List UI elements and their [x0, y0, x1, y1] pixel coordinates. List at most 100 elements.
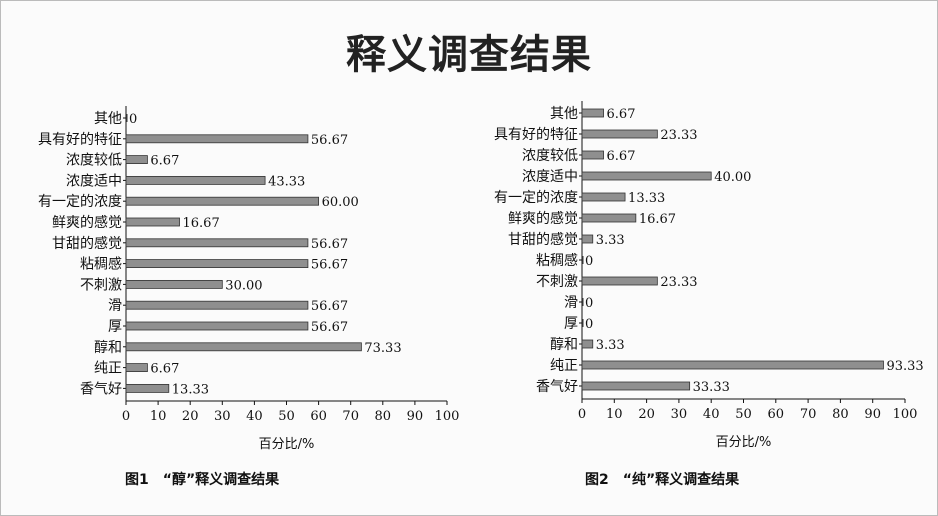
x-tick-label: 80: [375, 409, 392, 424]
bar: [125, 300, 309, 310]
bar: [125, 342, 362, 352]
value-label: 0: [129, 112, 137, 127]
value-label: 56.67: [311, 320, 348, 335]
bar: [125, 383, 170, 393]
bar: [581, 276, 658, 286]
value-label: 6.67: [150, 362, 179, 377]
category-label: 有一定的浓度: [38, 194, 122, 210]
bar: [125, 363, 148, 373]
bar: [125, 175, 266, 185]
value-label: 56.67: [311, 237, 348, 252]
value-label: 16.67: [183, 216, 220, 231]
bar: [125, 155, 148, 165]
x-tick-label: 20: [182, 409, 199, 424]
bar: [125, 196, 320, 206]
category-label: 纯正: [550, 358, 578, 374]
value-label: 3.33: [596, 338, 625, 353]
value-label: 6.67: [607, 107, 636, 122]
value-label: 0: [585, 254, 593, 269]
x-tick-label: 0: [122, 409, 130, 424]
category-label: 不刺激: [536, 273, 578, 290]
category-label: 滑: [108, 297, 122, 314]
x-tick-label: 60: [768, 407, 785, 422]
page-title: 释义调查结果: [346, 32, 592, 78]
category-label: 甘甜的感觉: [508, 231, 578, 248]
value-label: 3.33: [596, 233, 625, 248]
x-tick-label: 50: [278, 409, 295, 424]
value-label: 6.67: [150, 154, 179, 169]
bar: [581, 129, 658, 139]
category-label: 浓度较低: [522, 148, 578, 164]
x-tick-label: 10: [606, 407, 623, 422]
category-label: 醇和: [94, 339, 122, 356]
category-label: 具有好的特征: [38, 132, 122, 148]
bar: [582, 298, 584, 306]
bar: [581, 150, 604, 160]
category-label: 有一定的浓度: [494, 190, 578, 206]
category-label: 浓度适中: [66, 173, 122, 189]
category-label: 不刺激: [80, 276, 122, 293]
chart-chun-alcohol: 0 10 20 30 40 50 60 70 80 90 100 其他 0 具有好的特征 56.67 浓度较低…: [38, 106, 459, 488]
category-label: 其他: [94, 111, 122, 127]
bar: [125, 279, 223, 289]
value-label: 16.67: [639, 212, 676, 227]
x-tick-label: 0: [578, 407, 586, 422]
bar: [581, 192, 626, 202]
bar: [581, 213, 637, 223]
value-label: 56.67: [311, 299, 348, 314]
x-tick-label: 20: [638, 407, 655, 422]
x-tick-label: 90: [864, 407, 881, 422]
bar: [126, 114, 128, 122]
x-tick-label: 50: [735, 407, 752, 422]
value-label: 0: [585, 296, 593, 311]
value-label: 56.67: [311, 133, 348, 148]
category-label: 香气好: [80, 381, 122, 397]
bar: [125, 134, 309, 144]
category-label: 粘稠感: [80, 256, 122, 273]
bar: [125, 238, 309, 248]
value-label: 56.67: [311, 258, 348, 273]
x-tick-label: 30: [671, 407, 688, 422]
value-label: 13.33: [628, 191, 665, 206]
x-tick-label: 80: [832, 407, 849, 422]
x-tick-label: 100: [435, 409, 460, 424]
chart-chun-pure: 0 10 20 30 40 50 60 70 80 90 100 其他 6.67 具有好的特征 23.33 浓…: [494, 101, 924, 488]
value-label: 60.00: [322, 195, 359, 210]
x-tick-label: 40: [703, 407, 720, 422]
bar: [581, 171, 712, 181]
value-label: 43.33: [268, 174, 305, 189]
category-label: 厚: [564, 316, 578, 332]
bar: [581, 234, 594, 244]
bar: [581, 108, 604, 118]
value-label: 30.00: [225, 278, 262, 293]
category-label: 厚: [108, 319, 122, 335]
value-label: 73.33: [364, 341, 401, 356]
x-tick-label: 40: [246, 409, 263, 424]
bar: [581, 381, 691, 391]
bar: [581, 339, 594, 349]
bar: [125, 217, 180, 227]
category-label: 鲜爽的感觉: [52, 214, 122, 231]
x-tick-label: 90: [407, 409, 424, 424]
value-label: 40.00: [714, 170, 751, 185]
x-tick-label: 70: [342, 409, 359, 424]
x-tick-label: 100: [893, 407, 918, 422]
bar: [581, 360, 884, 370]
category-label: 鲜爽的感觉: [508, 210, 578, 227]
value-label: 0: [585, 317, 593, 332]
category-label: 粘稠感: [536, 252, 578, 269]
category-label: 醇和: [550, 336, 578, 353]
x-tick-label: 70: [800, 407, 817, 422]
value-label: 23.33: [660, 275, 697, 290]
category-label: 其他: [550, 106, 578, 122]
bar: [125, 259, 309, 269]
x-tick-label: 30: [214, 409, 231, 424]
value-label: 6.67: [607, 149, 636, 164]
chart-caption: 图1 “醇”释义调查结果: [125, 471, 280, 488]
category-label: 甘甜的感觉: [52, 235, 122, 252]
value-label: 93.33: [886, 359, 923, 374]
x-tick-label: 10: [150, 409, 167, 424]
x-axis-title: 百分比/%: [716, 435, 772, 450]
